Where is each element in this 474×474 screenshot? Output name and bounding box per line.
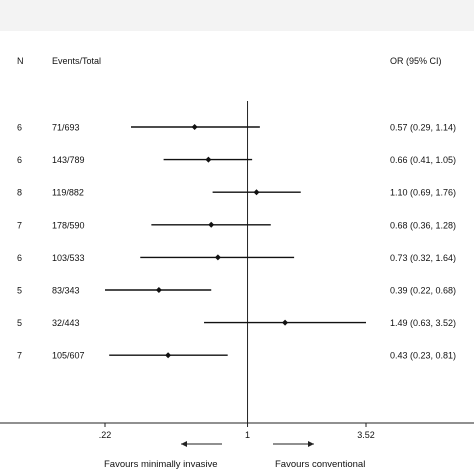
row-n: 6 <box>17 123 22 133</box>
col-header-or: OR (95% CI) <box>390 56 442 66</box>
row-n: 5 <box>17 286 22 296</box>
row-or-label: 0.43 (0.23, 0.81) <box>390 351 456 361</box>
point-estimate <box>191 124 198 130</box>
row-events: 178/590 <box>52 220 85 230</box>
favours-left-label: Favours minimally invasive <box>104 459 218 470</box>
row-or-label: 1.10 (0.69, 1.76) <box>390 188 456 198</box>
direction-arrows <box>181 441 314 447</box>
row-or-label: 0.39 (0.22, 0.68) <box>390 286 456 296</box>
row-or-label: 1.49 (0.63, 3.52) <box>390 318 456 328</box>
favours-right-label: Favours conventional <box>275 459 365 470</box>
row-n: 5 <box>17 318 22 328</box>
point-estimate <box>282 319 289 326</box>
point-estimate <box>155 287 162 293</box>
x-tick-label: 1 <box>245 430 250 440</box>
row-n: 6 <box>17 155 22 165</box>
row-events: 143/789 <box>52 155 85 165</box>
col-header-n: N <box>17 56 24 66</box>
row-or-label: 0.73 (0.32, 1.64) <box>390 253 456 263</box>
row-n: 6 <box>17 253 22 263</box>
col-header-events: Events/Total <box>52 56 101 66</box>
x-tick-label: 3.52 <box>357 430 375 440</box>
point-estimate <box>165 352 172 359</box>
row-events: 119/882 <box>52 188 84 198</box>
x-tick-label: .22 <box>99 430 112 440</box>
row-n: 7 <box>17 220 22 230</box>
row-or-label: 0.57 (0.29, 1.14) <box>390 123 456 133</box>
point-estimate <box>208 221 215 228</box>
row-n: 7 <box>17 351 22 361</box>
row-events: 83/343 <box>52 286 80 296</box>
row-events: 103/533 <box>52 253 85 263</box>
row-events: 105/607 <box>52 351 85 361</box>
rows-group: 6 71/693 0.57 (0.29, 1.14) 6 143/789 0.66 (0.… <box>17 101 456 423</box>
point-estimate <box>253 189 260 196</box>
row-n: 8 <box>17 188 22 198</box>
left-arrowhead <box>181 441 187 447</box>
right-arrowhead <box>308 441 314 447</box>
row-events: 32/443 <box>52 318 80 328</box>
point-estimate <box>214 254 221 261</box>
row-events: 71/693 <box>52 123 80 133</box>
header-band <box>0 0 474 31</box>
point-estimate <box>205 156 212 163</box>
row-or-label: 0.68 (0.36, 1.28) <box>390 220 456 230</box>
x-ticks: .22 1 3.52 <box>99 423 375 440</box>
row-or-label: 0.66 (0.41, 1.05) <box>390 155 456 165</box>
